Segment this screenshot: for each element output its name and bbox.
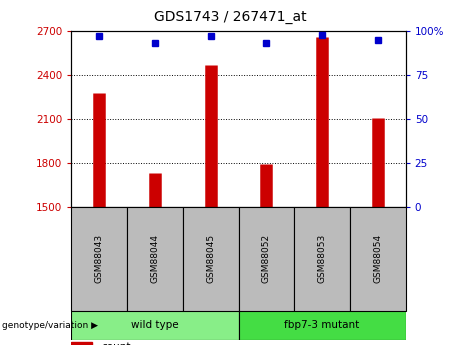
Text: GSM88053: GSM88053 xyxy=(318,234,327,283)
FancyBboxPatch shape xyxy=(127,207,183,310)
FancyBboxPatch shape xyxy=(294,207,350,310)
Text: GSM88043: GSM88043 xyxy=(95,234,104,283)
Text: GSM88054: GSM88054 xyxy=(373,234,382,283)
FancyBboxPatch shape xyxy=(71,207,127,310)
Text: GSM88045: GSM88045 xyxy=(206,234,215,283)
FancyBboxPatch shape xyxy=(350,207,406,310)
FancyBboxPatch shape xyxy=(71,310,238,340)
Text: fbp7-3 mutant: fbp7-3 mutant xyxy=(284,320,360,330)
FancyBboxPatch shape xyxy=(238,310,406,340)
Text: genotype/variation ▶: genotype/variation ▶ xyxy=(2,321,98,330)
Text: count: count xyxy=(101,343,131,345)
FancyBboxPatch shape xyxy=(238,207,294,310)
Text: wild type: wild type xyxy=(131,320,179,330)
FancyBboxPatch shape xyxy=(183,207,238,310)
Bar xyxy=(71,342,91,345)
Text: GDS1743 / 267471_at: GDS1743 / 267471_at xyxy=(154,10,307,24)
Text: GSM88052: GSM88052 xyxy=(262,234,271,283)
Text: GSM88044: GSM88044 xyxy=(150,234,160,283)
